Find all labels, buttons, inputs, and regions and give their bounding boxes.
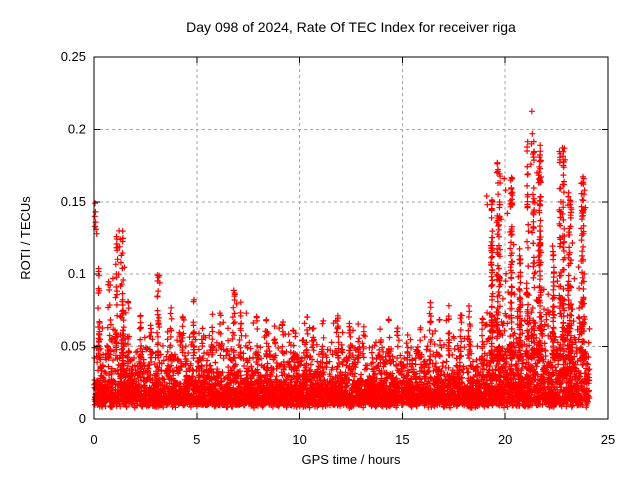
y-tick-label: 0.25 bbox=[61, 49, 86, 64]
plot-area-border bbox=[93, 56, 609, 420]
y-tick-label: 0.2 bbox=[68, 121, 86, 136]
y-tick-label: 0.05 bbox=[61, 339, 86, 354]
data-points-layer bbox=[91, 108, 593, 411]
roti-scatter-markers bbox=[91, 108, 593, 411]
x-tick-label: 10 bbox=[292, 432, 306, 447]
tick-labels-layer: 0 5 10 15 20 25 0 0.05 0.1 0.15 0.2 0.25 bbox=[61, 49, 616, 447]
y-tick-label: 0.15 bbox=[61, 194, 86, 209]
x-tick-label: 20 bbox=[498, 432, 512, 447]
x-tick-label: 0 bbox=[90, 432, 97, 447]
tick-marks-layer bbox=[93, 56, 609, 420]
y-tick-label: 0 bbox=[79, 411, 86, 426]
x-axis-label: GPS time / hours bbox=[302, 452, 401, 467]
x-tick-label: 5 bbox=[193, 432, 200, 447]
y-tick-label: 0.1 bbox=[68, 266, 86, 281]
y-axis-label: ROTI / TECUs bbox=[18, 196, 33, 280]
x-tick-label: 15 bbox=[395, 432, 409, 447]
chart-title: Day 098 of 2024, Rate Of TEC Index for r… bbox=[186, 19, 516, 35]
x-tick-label: 25 bbox=[601, 432, 615, 447]
